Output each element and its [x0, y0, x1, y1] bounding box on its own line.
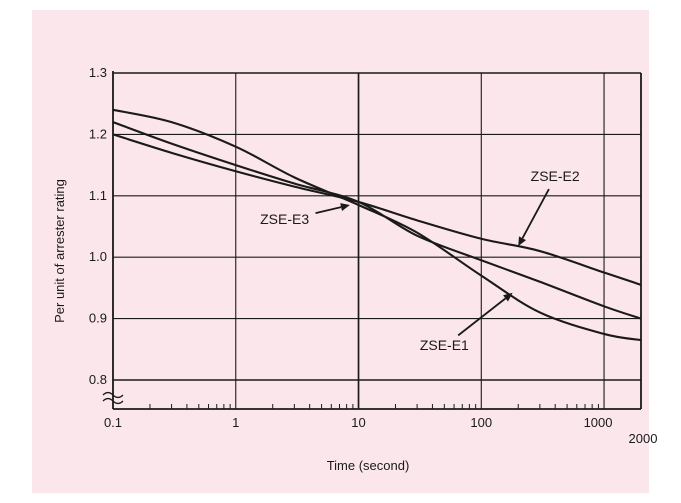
chart-panel [32, 10, 649, 493]
axes [102, 71, 642, 410]
series-annotations: ZSE-E2 ZSE-E3 ZSE-E1 [260, 168, 580, 353]
series-line-zse-e2 [112, 133, 642, 286]
axis-break-mark [102, 397, 124, 405]
x-tick-label: 100 [470, 415, 492, 430]
arrow-head-zse-e1 [503, 292, 513, 302]
arrow-shaft-zse-e2 [521, 188, 550, 239]
grid [112, 72, 641, 409]
axis-break-mark [102, 391, 124, 399]
y-tick-label: 1.1 [89, 188, 107, 203]
x-axis-label: Time (second) [327, 458, 410, 473]
y-tick-label: 0.8 [89, 372, 107, 387]
y-axis-label: Per unit of arrester rating [52, 179, 67, 323]
arrow-head-zse-e3 [340, 203, 350, 211]
y-tick-label: 1.2 [89, 126, 107, 141]
x-tick-label: 1000 [584, 415, 613, 430]
y-tick-label: 0.9 [89, 311, 107, 326]
x-tick-label: 1 [232, 415, 239, 430]
series-line-zse-e3 [112, 121, 642, 320]
series-label-zse-e1: ZSE-E1 [420, 337, 469, 353]
x-tick-label: 0.1 [104, 415, 122, 430]
arrow-head-zse-e2 [518, 236, 527, 247]
series-label-zse-e2: ZSE-E2 [531, 168, 580, 184]
arrow-shaft-zse-e1 [457, 297, 507, 337]
arrow-shaft-zse-e3 [315, 206, 342, 214]
y-tick-label: 1.0 [89, 249, 107, 264]
series-label-zse-e3: ZSE-E3 [260, 211, 309, 227]
tick-labels: 0.8 0.9 1.0 1.1 1.2 1.3 0.1 1 10 100 1000 2000 [89, 65, 658, 446]
x-tick-label: 10 [351, 415, 365, 430]
y-tick-label: 1.3 [89, 65, 107, 80]
series-line-zse-e1 [112, 108, 642, 342]
series-lines [112, 108, 642, 342]
x-tick-label: 2000 [629, 431, 658, 446]
